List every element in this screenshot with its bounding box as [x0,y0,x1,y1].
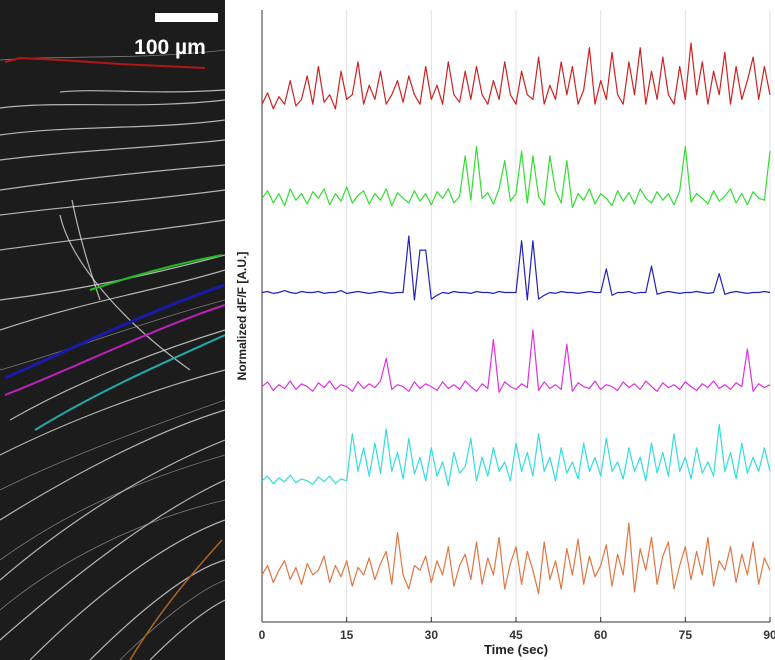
x-tick-label: 0 [259,628,266,642]
trace-line [261,235,771,301]
x-tick-label: 90 [763,628,775,642]
roi-magenta [4,304,225,396]
trace-line [261,522,771,595]
chart: Normalized dF/F [A.U.] Time (sec) 0 15 30 4… [235,10,775,657]
roi-blue [4,283,225,380]
roi-cyan [34,334,225,431]
x-tick-label: 15 [340,628,354,642]
trace-line [261,423,771,487]
trace-line [261,42,771,110]
scale-bar-label: 100 µm [134,36,206,59]
roi-traces [4,56,225,660]
micrograph: 100 µm [0,0,225,660]
x-tick-label: 60 [594,628,608,642]
x-axis-label: Time (sec) [484,642,548,657]
x-tick-label: 30 [425,628,439,642]
fibers [0,49,225,660]
y-axis-label: Normalized dF/F [A.U.] [235,252,249,381]
scale-bar [155,13,218,22]
roi-green [89,254,223,291]
trace-line [261,145,771,209]
trace-line [261,329,771,393]
roi-red [4,56,206,69]
x-tick-label: 75 [679,628,693,642]
roi-orange [129,539,223,660]
x-tick-label: 45 [509,628,523,642]
